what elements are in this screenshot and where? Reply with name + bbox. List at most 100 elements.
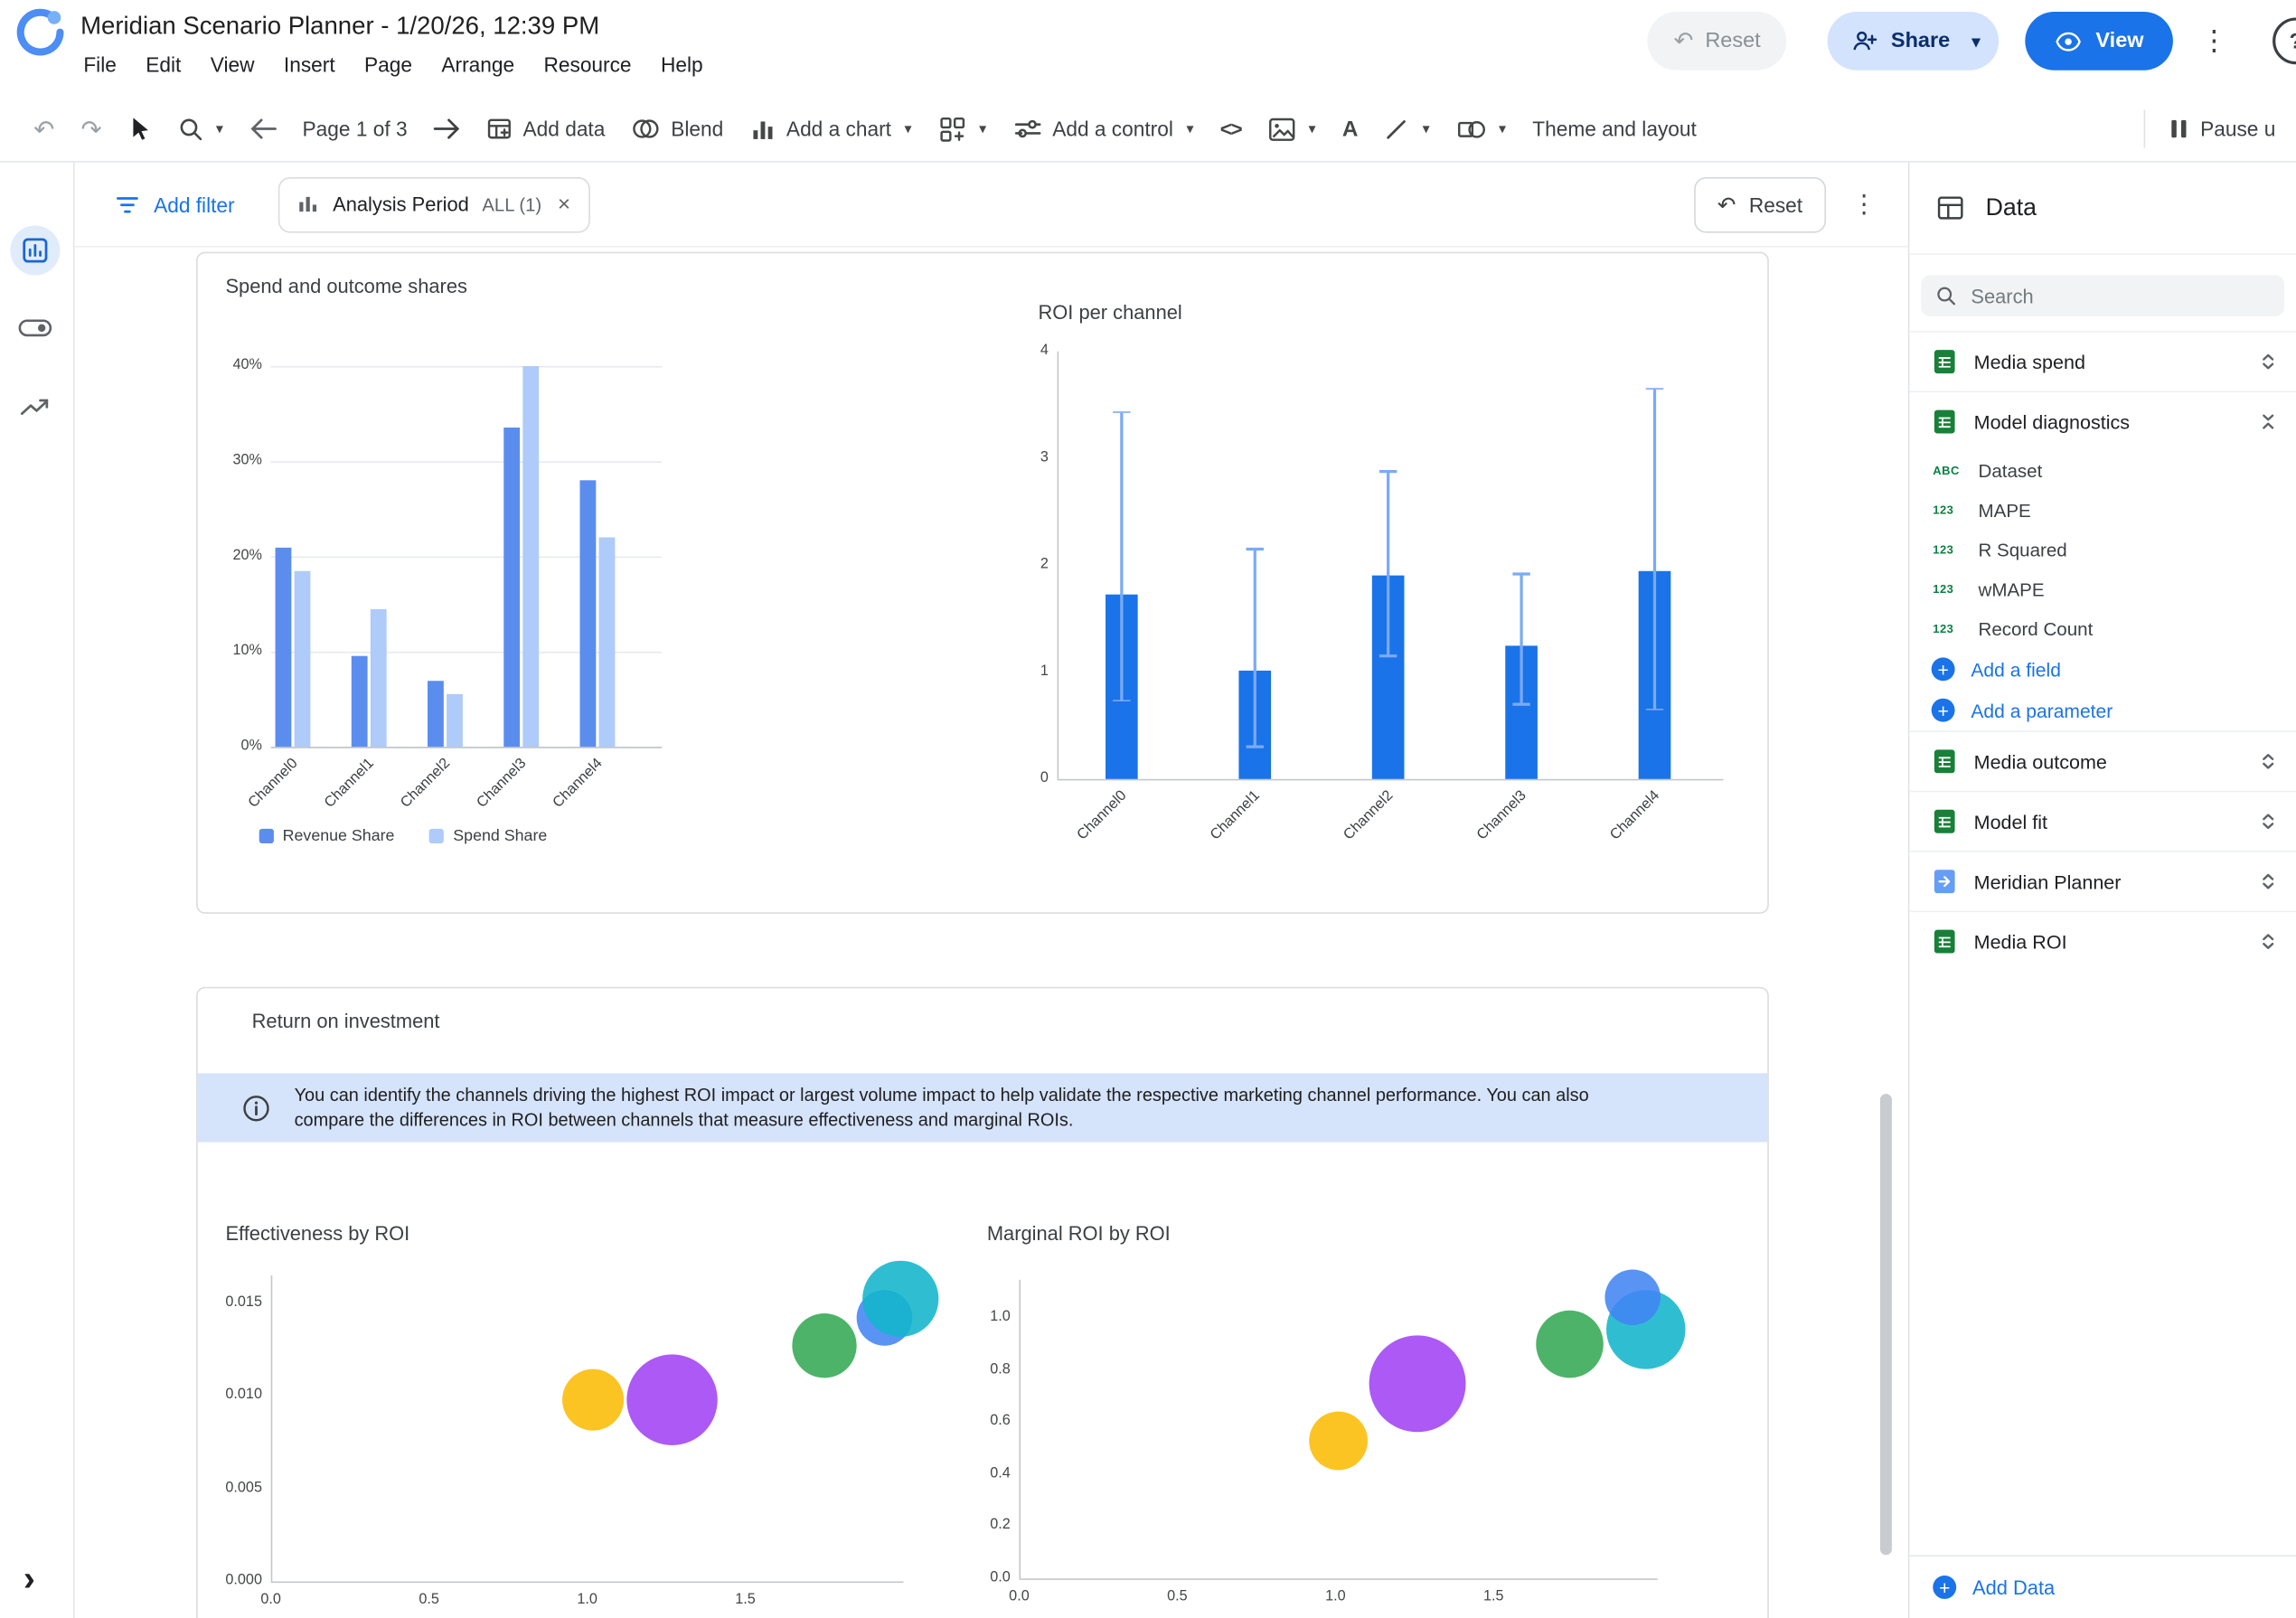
reset-filters-button[interactable]: ↶ Reset	[1693, 176, 1827, 232]
reset-button-top[interactable]: ↶ Reset	[1647, 11, 1787, 71]
add-image-button[interactable]: ▾	[1267, 117, 1316, 142]
add-data-label: Add Data	[1972, 1576, 2056, 1599]
field-label: wMAPE	[1978, 579, 2045, 600]
menu-edit[interactable]: Edit	[146, 52, 182, 77]
add-chart-button[interactable]: Add a chart ▾	[749, 117, 912, 142]
add-control-button[interactable]: Add a control ▾	[1012, 117, 1194, 141]
search-input[interactable]	[1968, 283, 2270, 308]
data-source-media-outcome[interactable]: Media outcome	[1909, 730, 2296, 790]
data-source-media-roi[interactable]: Media ROI	[1909, 910, 2296, 971]
zoom-tool-button[interactable]: ▾	[178, 117, 223, 142]
data-source-model-fit[interactable]: Model fit	[1909, 790, 2296, 851]
legend-item-revenue-share: Revenue Share	[259, 827, 394, 845]
app-header: Meridian Scenario Planner - 1/20/26, 12:…	[0, 0, 2296, 97]
more-options-icon[interactable]: ⋮	[2199, 25, 2228, 57]
y-tick-label: 0.4	[990, 1465, 1011, 1482]
sheets-icon	[1932, 409, 1958, 435]
menu-resource[interactable]: Resource	[543, 52, 632, 77]
expand-rail-chevron[interactable]: ›	[23, 1559, 35, 1599]
select-tool-button[interactable]	[128, 116, 152, 142]
blend-button[interactable]: Blend	[632, 118, 723, 141]
expand-fields-icon[interactable]	[2258, 931, 2279, 952]
embed-code-button[interactable]: <>	[1220, 118, 1243, 141]
community-visualizations-button[interactable]: ▾	[938, 115, 986, 143]
field-label: Record Count	[1978, 618, 2094, 640]
data-source-media-spend[interactable]: Media spend	[1909, 331, 2296, 390]
rail-report-tab[interactable]	[10, 225, 61, 276]
menu-view[interactable]: View	[210, 52, 255, 77]
field-dataset[interactable]: ABC Dataset	[1909, 451, 2296, 491]
x-axis-category-label: Channel0	[245, 755, 302, 812]
expand-fields-icon[interactable]	[2258, 352, 2279, 372]
expand-fields-icon[interactable]	[2258, 751, 2279, 772]
report-chart-icon	[21, 236, 50, 265]
shares-roi-card[interactable]: Spend and outcome shares ROI per channel…	[196, 251, 1769, 914]
add-text-button[interactable]: A	[1342, 117, 1359, 142]
expand-fields-icon[interactable]	[2258, 811, 2279, 832]
share-dropdown-caret[interactable]: ▾	[1971, 33, 1981, 51]
field-wmape[interactable]: 123 wMAPE	[1909, 569, 2296, 609]
page-indicator[interactable]: Page 1 of 3	[302, 117, 408, 141]
y-tick-label: 40%	[232, 357, 262, 374]
menu-file[interactable]: File	[83, 52, 117, 77]
add-filter-label: Add filter	[154, 193, 235, 216]
rail-insights-tab[interactable]	[19, 397, 52, 418]
field-r-squared[interactable]: 123 R Squared	[1909, 530, 2296, 569]
add-shape-button[interactable]: ▾	[1456, 117, 1506, 142]
filter-icon	[114, 191, 140, 217]
data-panel-icon	[1936, 193, 1965, 222]
add-control-label: Add a control	[1052, 117, 1173, 141]
redo-button[interactable]: ↷	[80, 117, 101, 142]
eye-icon	[2055, 30, 2083, 52]
toggle-icon	[17, 316, 52, 340]
field-mape[interactable]: 123 MAPE	[1909, 491, 2296, 531]
field-type-text-icon: ABC	[1933, 464, 1960, 478]
share-label: Share	[1890, 29, 1951, 53]
data-source-model-diagnostics[interactable]: Model diagnostics	[1909, 390, 2296, 451]
theme-layout-button[interactable]: Theme and layout	[1532, 117, 1697, 141]
menu-arrange[interactable]: Arrange	[441, 52, 515, 77]
menu-page[interactable]: Page	[364, 52, 413, 77]
menu-insert[interactable]: Insert	[283, 52, 335, 77]
expand-fields-icon[interactable]	[2258, 871, 2279, 892]
add-a-field-button[interactable]: + Add a field	[1909, 649, 2296, 690]
bar-chart-icon	[749, 117, 776, 142]
bubble	[861, 1260, 939, 1337]
error-bar-line	[1653, 389, 1656, 710]
add-data-button[interactable]: Add data	[486, 116, 605, 142]
prev-page-button[interactable]	[249, 118, 277, 139]
add-a-parameter-button[interactable]: + Add a parameter	[1909, 690, 2296, 730]
report-title[interactable]: Meridian Scenario Planner - 1/20/26, 12:…	[80, 11, 600, 40]
share-button[interactable]: Share ▾	[1828, 11, 2000, 71]
menu-help[interactable]: Help	[660, 52, 703, 77]
filter-bar-more-icon[interactable]: ⋮	[1851, 189, 1877, 218]
image-icon	[1267, 117, 1295, 142]
y-axis-line	[1057, 351, 1059, 779]
data-source-meridian-planner[interactable]: Meridian Planner	[1909, 851, 2296, 910]
info-icon	[241, 1093, 270, 1122]
trending-up-icon	[19, 397, 52, 418]
collapse-fields-icon[interactable]	[2258, 411, 2279, 432]
return-on-investment-card[interactable]: Return on investment You can identify th…	[196, 986, 1769, 1618]
legend-label: Spend Share	[453, 827, 548, 845]
help-icon[interactable]: ?	[2272, 17, 2296, 65]
field-record-count[interactable]: 123 Record Count	[1909, 609, 2296, 649]
add-line-button[interactable]: ▾	[1385, 117, 1430, 142]
y-tick-label: 10%	[232, 643, 262, 659]
undo-button[interactable]: ↶	[33, 117, 54, 142]
analysis-period-chip[interactable]: Analysis Period ALL (1) ×	[278, 176, 590, 232]
rail-controls-tab[interactable]	[17, 316, 52, 340]
view-button[interactable]: View	[2025, 11, 2173, 71]
add-data-button-bottom[interactable]: + Add Data	[1909, 1555, 2296, 1618]
pause-updates-button[interactable]: Pause u	[2168, 118, 2275, 141]
next-page-button[interactable]	[433, 118, 460, 139]
data-search-box[interactable]	[1921, 275, 2285, 316]
x-tick-label: 0.5	[419, 1591, 439, 1608]
page-scrollbar[interactable]	[1879, 1094, 1892, 1556]
field-label: MAPE	[1978, 500, 2031, 521]
close-icon[interactable]: ×	[557, 192, 571, 217]
chart-title-effectiveness: Effectiveness by ROI	[225, 1222, 410, 1245]
arrow-left-icon	[249, 118, 277, 139]
add-filter-button[interactable]: Add filter	[114, 191, 235, 217]
x-tick-label: 1.5	[735, 1591, 756, 1608]
